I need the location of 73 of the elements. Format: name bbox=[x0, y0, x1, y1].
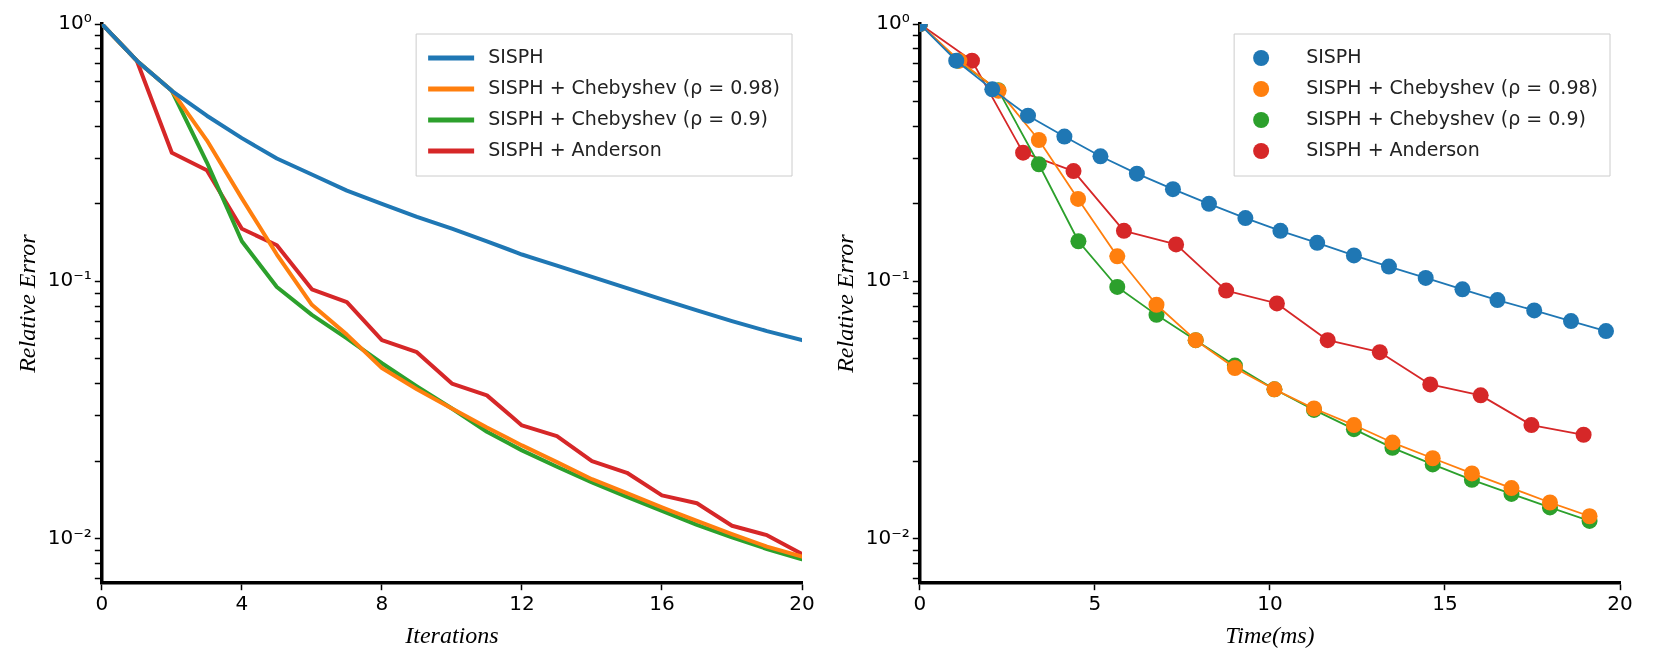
y-tick-label: 10⁻¹ bbox=[865, 267, 910, 292]
point bbox=[1489, 292, 1506, 309]
legend-label: SISPH + Chebyshev (ρ = 0.98) bbox=[1306, 75, 1598, 98]
point bbox=[1463, 465, 1480, 482]
point bbox=[1503, 480, 1520, 497]
x-axis-title: Iterations bbox=[404, 621, 499, 648]
point bbox=[1065, 163, 1082, 180]
y-tick-label: 10⁻² bbox=[47, 524, 92, 549]
point bbox=[1541, 494, 1558, 511]
legend-label: SISPH + Chebyshev (ρ = 0.9) bbox=[1306, 106, 1586, 129]
point bbox=[1056, 128, 1073, 145]
point bbox=[1384, 434, 1401, 451]
x-tick-label: 10 bbox=[1257, 591, 1283, 616]
y-tick-label: 10⁻² bbox=[865, 524, 910, 549]
x-tick-label: 12 bbox=[509, 591, 535, 616]
legend-label: SISPH bbox=[1306, 44, 1362, 67]
point bbox=[1070, 190, 1087, 207]
point bbox=[1020, 107, 1036, 124]
y-axis-title: Relative Error bbox=[13, 233, 40, 374]
legend-label: SISPH + Chebyshev (ρ = 0.9) bbox=[488, 106, 768, 129]
point bbox=[1115, 222, 1132, 239]
point bbox=[1128, 165, 1145, 182]
point bbox=[1319, 332, 1336, 349]
point bbox=[1272, 222, 1289, 239]
x-axis-title: Time(ms) bbox=[1225, 621, 1315, 648]
point bbox=[1148, 296, 1165, 313]
point bbox=[1030, 156, 1047, 173]
point bbox=[1237, 210, 1254, 227]
point bbox=[1164, 181, 1181, 198]
point bbox=[1598, 323, 1614, 340]
y-tick-label: 10⁻¹ bbox=[47, 267, 92, 292]
point bbox=[1030, 132, 1047, 149]
legend-label: SISPH bbox=[488, 44, 544, 67]
x-tick-label: 8 bbox=[375, 591, 389, 616]
point bbox=[1070, 233, 1087, 250]
point bbox=[1424, 450, 1441, 467]
point bbox=[1345, 417, 1362, 434]
y-tick-label: 10⁰ bbox=[876, 10, 910, 35]
point bbox=[1526, 302, 1543, 319]
point bbox=[984, 81, 1001, 98]
point bbox=[1218, 282, 1235, 299]
x-tick-label: 15 bbox=[1432, 591, 1458, 616]
point bbox=[1575, 426, 1592, 443]
legend-label: SISPH + Anderson bbox=[488, 137, 662, 160]
point bbox=[1309, 234, 1326, 251]
point bbox=[1581, 508, 1598, 525]
point bbox=[1268, 295, 1285, 312]
x-tick-label: 16 bbox=[649, 591, 675, 616]
point bbox=[1345, 247, 1362, 264]
point bbox=[1422, 376, 1439, 393]
legend-label: SISPH + Chebyshev (ρ = 0.98) bbox=[488, 75, 780, 98]
y-axis-title: Relative Error bbox=[831, 233, 858, 374]
x-tick-label: 0 bbox=[913, 591, 927, 616]
x-tick-label: 20 bbox=[789, 591, 815, 616]
point bbox=[1417, 269, 1434, 286]
point bbox=[1523, 417, 1540, 434]
point bbox=[1472, 387, 1489, 404]
point bbox=[1201, 195, 1217, 212]
x-tick-label: 5 bbox=[1088, 591, 1102, 616]
legend-label: SISPH + Anderson bbox=[1306, 137, 1480, 160]
point bbox=[1109, 278, 1126, 295]
y-tick-label: 10⁰ bbox=[58, 10, 92, 35]
point bbox=[1380, 258, 1397, 275]
point bbox=[1168, 236, 1185, 253]
x-tick-label: 4 bbox=[235, 591, 249, 616]
point bbox=[1015, 144, 1032, 161]
x-tick-label: 20 bbox=[1607, 591, 1633, 616]
point bbox=[1109, 248, 1126, 265]
x-tick-label: 0 bbox=[95, 591, 109, 616]
point bbox=[1092, 148, 1109, 165]
point bbox=[1371, 344, 1388, 361]
point bbox=[1454, 281, 1471, 298]
point bbox=[1562, 313, 1579, 330]
